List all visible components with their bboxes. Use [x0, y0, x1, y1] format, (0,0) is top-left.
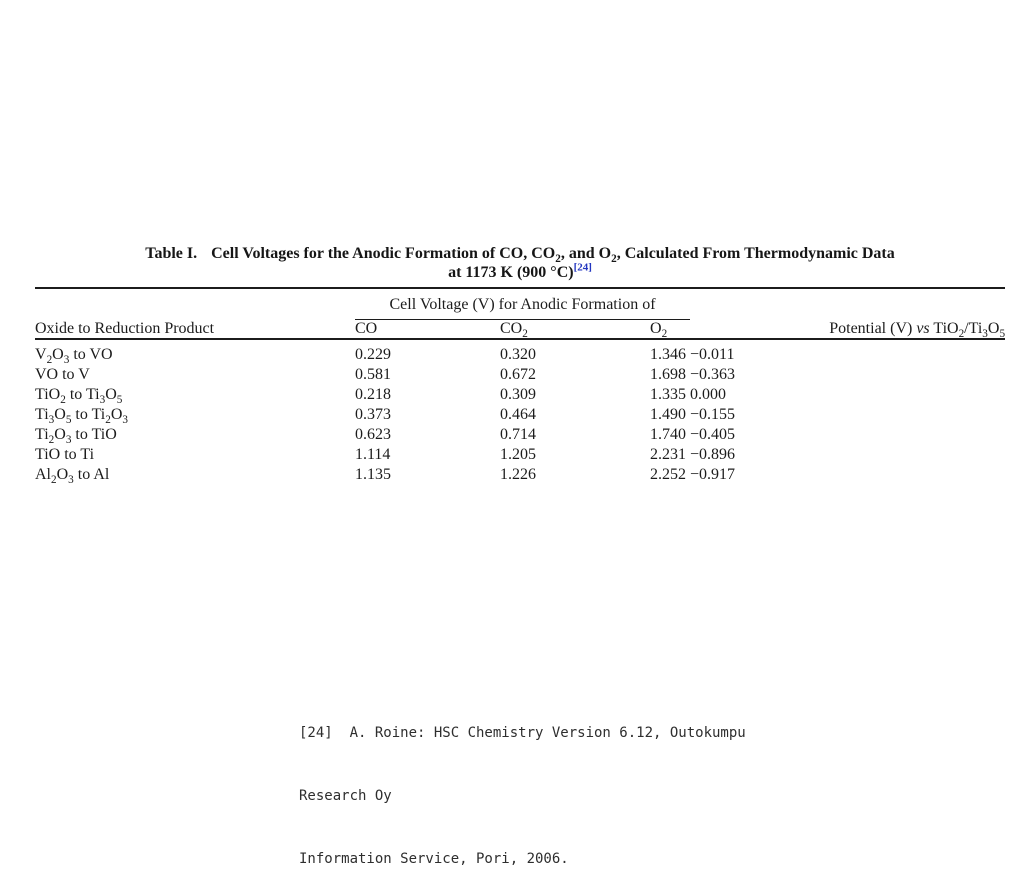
value-o2: 2.231 — [650, 446, 686, 463]
col-header-oxide: Oxide to Reduction Product — [35, 319, 355, 340]
value-o2: 1.335 — [650, 386, 686, 403]
spanner-empty-right — [690, 288, 1005, 320]
value-co: 1.135 — [355, 466, 391, 483]
value-potential: −0.917 — [690, 466, 736, 483]
value-o2: 1.346 — [650, 346, 686, 363]
spanner-heading: Cell Voltage (V) for Anodic Formation of — [355, 288, 691, 320]
value-co2: 0.714 — [500, 426, 536, 443]
row-label: VO to V — [35, 366, 90, 383]
value-o2: 2.252 — [650, 466, 686, 483]
column-header-row: Oxide to Reduction Product CO CO2 O2 Pot… — [35, 319, 1006, 340]
value-co2: 0.309 — [500, 386, 536, 403]
value-co: 0.581 — [355, 366, 391, 383]
col-header-co: CO — [355, 319, 500, 340]
table-row: Al2O3 to Al 1.135 1.226 2.252 −0.917 — [35, 465, 1005, 487]
value-co2: 0.464 — [500, 406, 536, 423]
col-header-potential: Potential (V) vs TiO2/Ti3O5 — [690, 319, 1006, 340]
row-label: V2O3 to VO — [35, 346, 113, 367]
caption-title-text: Cell Voltages for the Anodic Formation o… — [211, 245, 895, 266]
value-potential: −0.155 — [690, 406, 736, 423]
value-o2: 1.490 — [650, 406, 686, 423]
value-co2: 0.672 — [500, 366, 536, 383]
cell-voltages-table: Cell Voltage (V) for Anodic Formation of… — [35, 287, 1006, 487]
value-co: 1.114 — [355, 446, 391, 463]
col-header-o2: O2 — [650, 319, 691, 340]
row-label: TiO to Ti — [35, 446, 95, 463]
table-row: Ti3O5 to Ti2O3 0.373 0.464 1.490 −0.155 — [35, 405, 1005, 427]
reference-link-24[interactable]: [24] — [573, 261, 592, 274]
value-co2: 0.320 — [500, 346, 536, 363]
caption-conditions-text: at 1173 K (900 °C) — [448, 264, 574, 281]
value-co2: 1.226 — [500, 466, 536, 483]
table-row: TiO2 to Ti3O5 0.218 0.309 1.335 0.000 — [35, 385, 1005, 407]
table-row: TiO to Ti 1.114 1.205 2.231 −0.896 — [35, 445, 1005, 465]
table-row: VO to V 0.581 0.672 1.698 −0.363 — [35, 365, 1005, 385]
table-number: Table I. — [145, 245, 198, 262]
value-co: 0.229 — [355, 346, 391, 363]
value-o2: 1.698 — [650, 366, 686, 383]
value-co2: 1.205 — [500, 446, 536, 463]
value-potential: −0.896 — [690, 446, 736, 463]
table-container: Cell Voltage (V) for Anodic Formation of… — [35, 287, 1006, 487]
caption-line-1: Table I. Cell Voltages for the Anodic For… — [35, 244, 1005, 266]
col-header-co2: CO2 — [500, 319, 650, 340]
row-label: TiO2 to Ti3O5 — [35, 386, 123, 407]
value-co: 0.373 — [355, 406, 391, 423]
spanner-empty-left — [35, 288, 355, 320]
value-potential: 0.000 — [690, 386, 727, 403]
footnote-line-2: Research Oy — [299, 788, 392, 804]
footnote-line-3: Information Service, Pori, 2006. — [299, 851, 569, 867]
value-potential: −0.011 — [690, 346, 735, 363]
row-label: Al2O3 to Al — [35, 466, 110, 487]
value-o2: 1.740 — [650, 426, 686, 443]
footnote-line-1: [24] A. Roine: HSC Chemistry Version 6.1… — [299, 725, 746, 741]
reference-footnote: [24] A. Roine: HSC Chemistry Version 6.1… — [299, 681, 746, 891]
table-row: Ti2O3 to TiO 0.623 0.714 1.740 −0.405 — [35, 425, 1005, 447]
spanner-header-row: Cell Voltage (V) for Anodic Formation of — [35, 288, 1005, 320]
row-label: Ti3O5 to Ti2O3 — [35, 406, 128, 427]
value-potential: −0.405 — [690, 426, 736, 443]
table-row: V2O3 to VO 0.229 0.320 1.346 −0.011 — [35, 339, 1005, 367]
table-caption: Table I. Cell Voltages for the Anodic For… — [35, 244, 1005, 282]
value-co: 0.218 — [355, 386, 391, 403]
value-potential: −0.363 — [690, 366, 736, 383]
value-co: 0.623 — [355, 426, 391, 443]
caption-line-2: at 1173 K (900 °C)[24] — [35, 261, 1005, 282]
row-label: Ti2O3 to TiO — [35, 426, 117, 447]
